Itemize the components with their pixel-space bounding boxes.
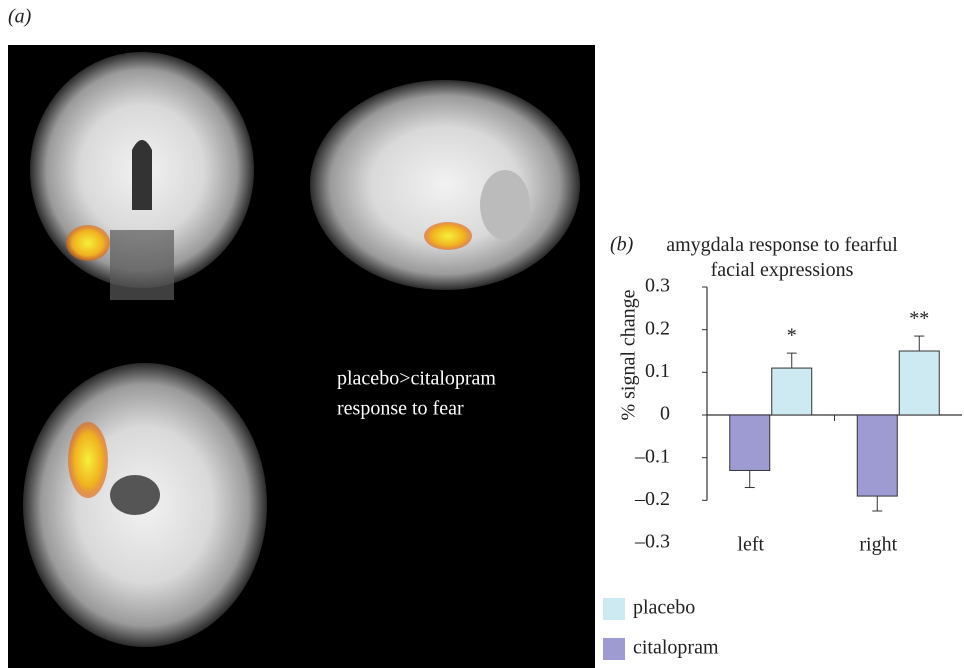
legend-swatch xyxy=(603,598,625,620)
y-tick-label: –0.2 xyxy=(634,488,670,510)
brain-sagittal xyxy=(310,80,580,290)
x-tick-label: right xyxy=(859,534,897,556)
significance-marker: * xyxy=(787,325,797,347)
y-tick-label: –0.3 xyxy=(634,531,670,553)
bar xyxy=(899,351,939,415)
x-tick-label: left xyxy=(737,534,764,556)
y-axis-label: % signal change xyxy=(618,289,640,420)
bar xyxy=(730,415,770,470)
panel-label: (b) xyxy=(610,234,634,256)
caption-line: placebo>citalopram xyxy=(337,368,496,390)
legend-swatch xyxy=(603,638,625,660)
page: (a) placebo>citalopram response to fear … xyxy=(0,0,964,668)
legend-label: citalopram xyxy=(633,637,719,659)
bar xyxy=(857,415,897,496)
caption-line: response to fear xyxy=(337,398,464,420)
y-tick-label: –0.1 xyxy=(634,445,670,467)
bar xyxy=(772,368,812,415)
chart-title: amygdala response to fearful facial expr… xyxy=(652,233,912,283)
significance-marker: ** xyxy=(909,308,929,330)
y-tick-label: 0.2 xyxy=(645,317,670,339)
y-tick-label: 0.1 xyxy=(645,360,670,382)
legend-label: placebo xyxy=(633,597,695,619)
panel-label: (a) xyxy=(8,6,32,28)
brain-axial xyxy=(23,363,267,647)
y-tick-label: 0 xyxy=(660,403,670,425)
figure: (a) placebo>citalopram response to fear … xyxy=(0,0,964,668)
